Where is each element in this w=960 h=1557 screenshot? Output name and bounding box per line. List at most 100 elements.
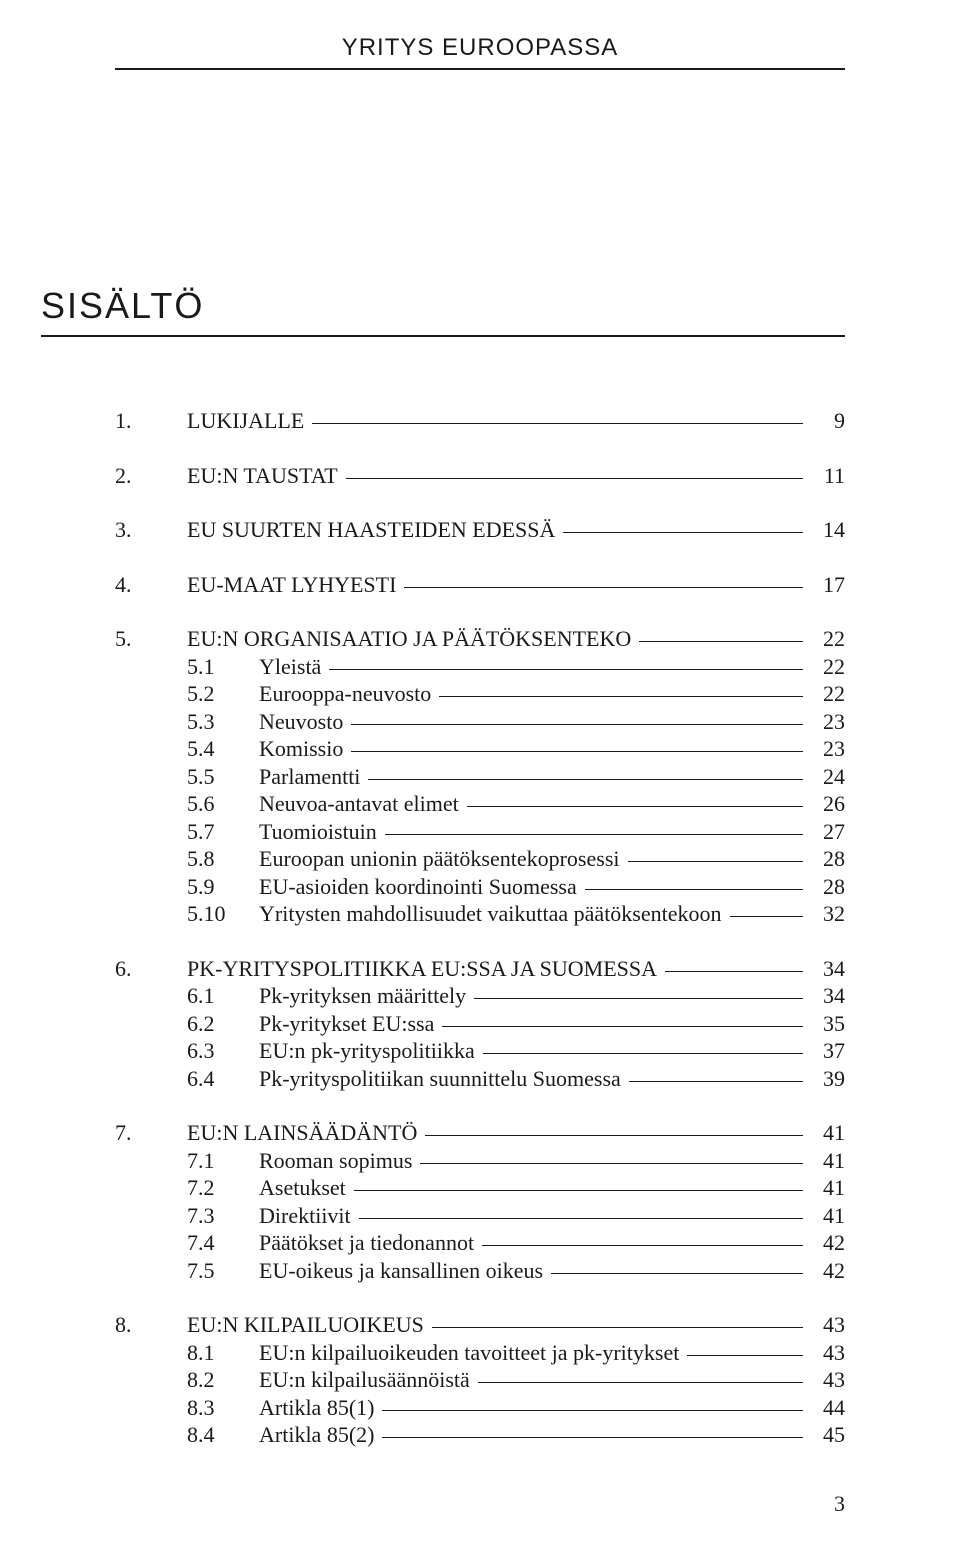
toc-entry: 5.EU:N ORGANISAATIO JA PÄÄTÖKSENTEKO22 xyxy=(115,625,845,653)
toc-leader-line xyxy=(404,587,803,588)
toc-section: 8.EU:N KILPAILUOIKEUS438.1EU:n kilpailuo… xyxy=(115,1311,845,1449)
toc-subentry: 6.3EU:n pk-yrityspolitiikka 37 xyxy=(115,1037,845,1065)
toc-entry-number: 5.2 xyxy=(187,680,259,708)
toc-entry-page: 43 xyxy=(809,1366,845,1394)
toc-entry-page: 42 xyxy=(809,1257,845,1285)
toc-leader-line xyxy=(665,971,803,972)
toc-leader-line xyxy=(351,724,803,725)
toc-entry: 2.EU:N TAUSTAT11 xyxy=(115,462,845,490)
toc-entry-title: Direktiivit xyxy=(259,1202,351,1230)
toc-entry-number: 7.3 xyxy=(187,1202,259,1230)
toc-leader-line xyxy=(359,1218,803,1219)
toc-entry-title: EU:N KILPAILUOIKEUS xyxy=(187,1311,424,1339)
toc-leader-line xyxy=(687,1355,803,1356)
toc-leader-line xyxy=(478,1382,803,1383)
toc-leader-line xyxy=(425,1135,803,1136)
toc-entry-number: 7. xyxy=(115,1119,187,1147)
toc-entry-number: 5.6 xyxy=(187,790,259,818)
toc-entry-title: EU:n pk-yrityspolitiikka xyxy=(259,1037,475,1065)
toc-leader-line xyxy=(385,834,803,835)
toc-entry-number: 5.8 xyxy=(187,845,259,873)
toc-entry-title: Parlamentti xyxy=(259,763,360,791)
toc-entry-number: 5.5 xyxy=(187,763,259,791)
toc-entry-page: 32 xyxy=(809,900,845,928)
toc-leader-line xyxy=(730,916,803,917)
toc-leader-line xyxy=(346,478,803,479)
toc-entry-number: 1. xyxy=(115,407,187,435)
running-head: YRITYS EUROOPASSA xyxy=(115,34,845,70)
page-number: 3 xyxy=(834,1491,845,1517)
toc-subentry: 5.5Parlamentti24 xyxy=(115,763,845,791)
toc-subentry: 7.4Päätökset ja tiedonannot42 xyxy=(115,1229,845,1257)
toc-entry-number: 5.10 xyxy=(187,900,259,928)
toc-subentry: 5.3Neuvosto23 xyxy=(115,708,845,736)
toc-entry-page: 42 xyxy=(809,1229,845,1257)
toc-entry-title: Pk-yrityspolitiikan suunnittelu Suomessa xyxy=(259,1065,621,1093)
toc-entry-title: Neuvoa-antavat elimet xyxy=(259,790,459,818)
toc-entry-title: Pk-yrityksen määrittely xyxy=(259,982,466,1010)
toc-leader-line xyxy=(442,1026,803,1027)
section-title-rule xyxy=(41,335,845,337)
toc-entry-page: 34 xyxy=(809,982,845,1010)
toc-entry-page: 44 xyxy=(809,1394,845,1422)
toc-entry-title: Pk-yritykset EU:ssa xyxy=(259,1010,434,1038)
toc-subentry: 5.4Komissio23 xyxy=(115,735,845,763)
toc-entry-title: Yleistä xyxy=(259,653,321,681)
toc-leader-line xyxy=(368,779,803,780)
toc-entry-title: EU:n kilpailusäännöistä xyxy=(259,1366,470,1394)
toc-section: 4.EU-MAAT LYHYESTI17 xyxy=(115,571,845,599)
toc-leader-line xyxy=(551,1273,803,1274)
toc-entry-page: 43 xyxy=(809,1339,845,1367)
toc-entry-number: 7.5 xyxy=(187,1257,259,1285)
toc-entry-number: 7.1 xyxy=(187,1147,259,1175)
toc-section: 1.LUKIJALLE 9 xyxy=(115,407,845,435)
toc-entry-page: 43 xyxy=(809,1311,845,1339)
toc-entry-title: EU:n kilpailuoikeuden tavoitteet ja pk-y… xyxy=(259,1339,679,1367)
toc-entry-page: 41 xyxy=(809,1174,845,1202)
toc-entry-page: 23 xyxy=(809,735,845,763)
toc-subentry: 6.4Pk-yrityspolitiikan suunnittelu Suome… xyxy=(115,1065,845,1093)
toc-entry-page: 28 xyxy=(809,873,845,901)
toc-entry-page: 37 xyxy=(809,1037,845,1065)
toc-entry-title: EU-asioiden koordinointi Suomessa xyxy=(259,873,577,901)
toc-entry-page: 34 xyxy=(809,955,845,983)
toc-entry-number: 6.3 xyxy=(187,1037,259,1065)
toc-entry-number: 7.2 xyxy=(187,1174,259,1202)
toc-entry-title: EU-oikeus ja kansallinen oikeus xyxy=(259,1257,543,1285)
toc-entry-title: Yritysten mahdollisuudet vaikuttaa päätö… xyxy=(259,900,722,928)
toc-entry-page: 14 xyxy=(809,516,845,544)
toc-section: 5.EU:N ORGANISAATIO JA PÄÄTÖKSENTEKO225.… xyxy=(115,625,845,928)
toc-subentry: 5.2Eurooppa-neuvosto22 xyxy=(115,680,845,708)
toc-leader-line xyxy=(563,532,803,533)
toc-entry-number: 6. xyxy=(115,955,187,983)
toc-subentry: 8.4Artikla 85(2)45 xyxy=(115,1421,845,1449)
toc-subentry: 8.1EU:n kilpailuoikeuden tavoitteet ja p… xyxy=(115,1339,845,1367)
toc-entry-title: EU:N ORGANISAATIO JA PÄÄTÖKSENTEKO xyxy=(187,625,631,653)
toc-entry-title: Rooman sopimus xyxy=(259,1147,412,1175)
toc-entry-page: 22 xyxy=(809,625,845,653)
toc-entry: 3.EU SUURTEN HAASTEIDEN EDESSÄ14 xyxy=(115,516,845,544)
toc-entry-number: 5.7 xyxy=(187,818,259,846)
toc-entry: 6.PK-YRITYSPOLITIIKKA EU:SSA JA SUOMESSA… xyxy=(115,955,845,983)
toc-entry-page: 39 xyxy=(809,1065,845,1093)
toc-subentry: 5.9EU-asioiden koordinointi Suomessa28 xyxy=(115,873,845,901)
toc-leader-line xyxy=(420,1163,803,1164)
toc-entry-page: 27 xyxy=(809,818,845,846)
toc-entry-title: EU SUURTEN HAASTEIDEN EDESSÄ xyxy=(187,516,555,544)
toc-entry-number: 6.1 xyxy=(187,982,259,1010)
toc-entry-page: 17 xyxy=(809,571,845,599)
table-of-contents: 1.LUKIJALLE92.EU:N TAUSTAT113.EU SUURTEN… xyxy=(115,407,845,1449)
toc-entry-number: 5.1 xyxy=(187,653,259,681)
toc-subentry: 5.8Euroopan unionin päätöksentekoprosess… xyxy=(115,845,845,873)
toc-entry-number: 8.3 xyxy=(187,1394,259,1422)
toc-entry-number: 6.2 xyxy=(187,1010,259,1038)
toc-entry-number: 8.1 xyxy=(187,1339,259,1367)
toc-entry-page: 9 xyxy=(809,407,845,435)
toc-entry-page: 26 xyxy=(809,790,845,818)
toc-entry-number: 8. xyxy=(115,1311,187,1339)
section-title: SISÄLTÖ xyxy=(41,285,845,335)
toc-entry-title: LUKIJALLE xyxy=(187,407,304,435)
toc-leader-line xyxy=(312,423,803,424)
toc-section: 3.EU SUURTEN HAASTEIDEN EDESSÄ14 xyxy=(115,516,845,544)
toc-entry-page: 22 xyxy=(809,680,845,708)
